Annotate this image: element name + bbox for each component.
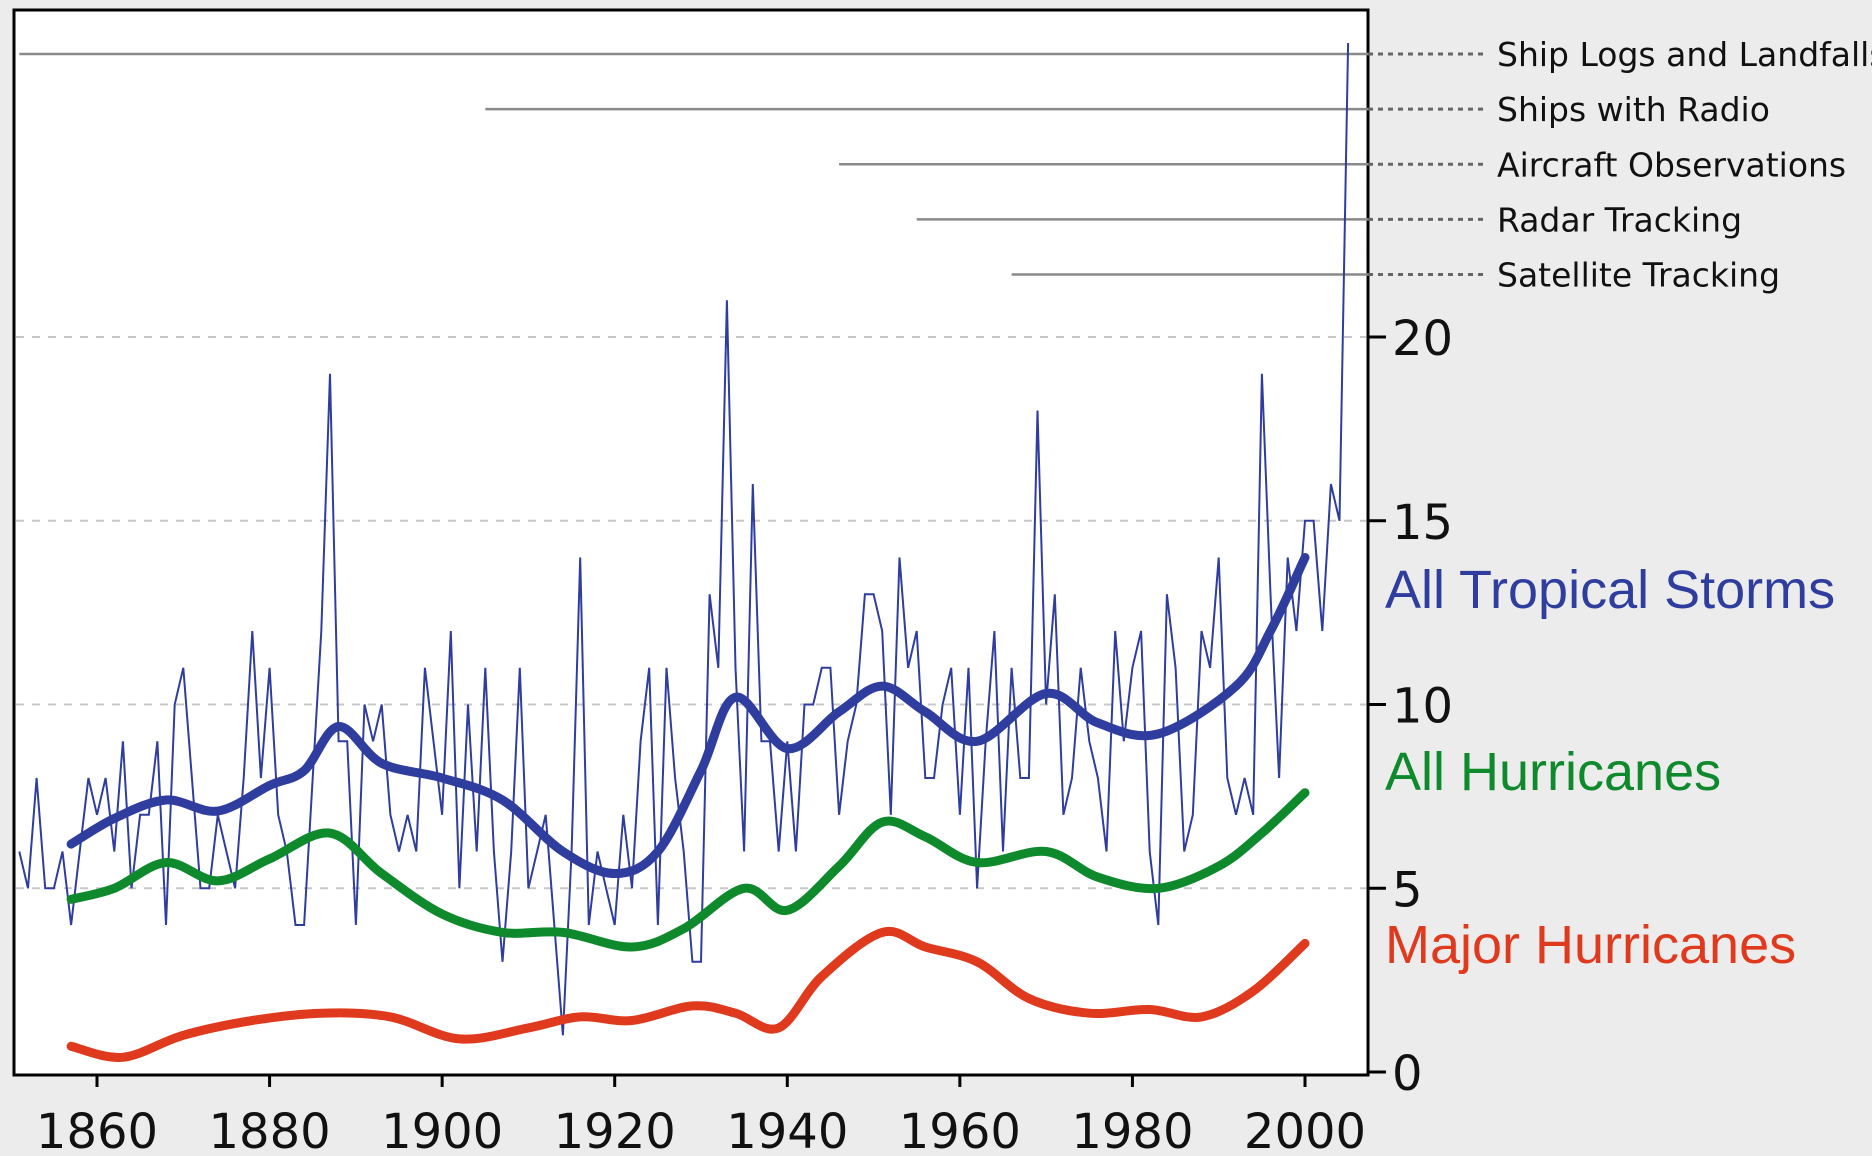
all-hurricanes-label: All Hurricanes xyxy=(1385,742,1721,802)
observation-eras: Ship Logs and Landfalls Ships with Radio A… xyxy=(19,35,1872,295)
y-tick-label: 5 xyxy=(1392,862,1423,918)
series-lines xyxy=(18,42,1350,1062)
all-tropical-storms-label: All Tropical Storms xyxy=(1385,560,1835,620)
x-tick-label: 1880 xyxy=(208,1104,330,1156)
obs-era-label: Aircraft Observations xyxy=(1497,145,1846,184)
all-tropical-storms-smoothed-line xyxy=(66,553,1310,878)
x-tick-label: 1980 xyxy=(1071,1104,1193,1156)
axes: 1860 1880 1900 1920 1940 1960 1980 2000 0 5 10 15 20 xyxy=(36,311,1453,1156)
obs-era-label: Ships with Radio xyxy=(1497,90,1770,129)
series-labels: All Tropical Storms All Hurricanes Major H… xyxy=(1385,560,1835,975)
obs-era-label: Radar Tracking xyxy=(1497,200,1742,239)
all-hurricanes-smoothed-line xyxy=(66,788,1310,952)
major-hurricanes-smoothed-line xyxy=(66,926,1310,1062)
y-tick-label: 20 xyxy=(1392,311,1453,367)
y-tick-label: 0 xyxy=(1392,1046,1423,1102)
x-tick-label: 2000 xyxy=(1244,1104,1366,1156)
obs-era-label: Ship Logs and Landfalls xyxy=(1497,35,1872,74)
x-tick-label: 1920 xyxy=(554,1104,676,1156)
x-tick-label: 1900 xyxy=(381,1104,503,1156)
storms-annual-line xyxy=(18,42,1350,1036)
plot-area xyxy=(12,8,1370,1077)
major-hurricanes-label: Major Hurricanes xyxy=(1385,915,1796,975)
y-tick-label: 10 xyxy=(1392,679,1453,735)
y-tick-label: 15 xyxy=(1392,495,1453,551)
x-tick-label: 1960 xyxy=(899,1104,1021,1156)
obs-era-label: Satellite Tracking xyxy=(1497,256,1780,295)
x-tick-label: 1860 xyxy=(36,1104,158,1156)
x-tick-label: 1940 xyxy=(726,1104,848,1156)
